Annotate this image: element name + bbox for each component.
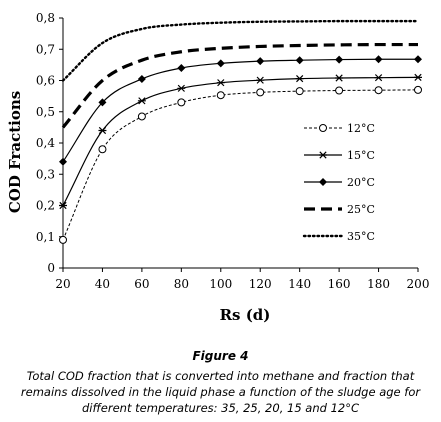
series-35c [61,19,420,82]
x-tick-label: 200 [407,277,430,291]
data-point-15c [374,74,383,82]
series-line-15c [62,76,419,206]
data-point-12c [59,235,67,244]
y-tick-label: 0,4 [36,136,55,150]
legend-item-25c: 25°C [304,203,375,216]
y-tick-label: 0,1 [36,230,55,244]
legend-marker-12c [319,124,327,132]
data-point-15c [98,126,107,135]
series-20c [59,55,422,166]
legend-label-35c: 35°C [347,230,375,243]
data-point-12c [216,91,225,100]
data-point-20c [177,64,186,72]
data-point-12c [98,145,107,154]
legend: 12°C 15°C 20°C 25°C 35°C [302,122,375,243]
y-tick-label: 0,2 [36,199,55,213]
cod-fraction-chart: 0 0,1 0,2 0,3 0,4 0,5 0,6 0,7 0,8 20 40 60 80 100 120… [6,11,429,324]
legend-label-12c: 12°C [347,122,375,135]
data-point-20c [256,57,265,66]
legend-item-35c: 35°C [302,230,375,243]
x-tick-label: 60 [134,277,149,291]
series-25c [61,42,418,129]
x-tick-label: 20 [55,277,70,291]
series-15c [59,73,422,210]
data-point-20c [295,56,304,65]
legend-label-20c: 20°C [347,176,375,189]
data-point-12c [137,112,146,121]
series-line-20c [62,58,418,163]
data-point-12c [177,98,186,107]
y-tick-label: 0 [47,261,55,275]
x-tick-label: 100 [209,277,232,291]
x-axis-title: Rs (d) [220,306,271,324]
data-point-12c [256,88,265,97]
y-tick-label: 0,8 [36,11,55,25]
legend-label-15c: 15°C [347,149,375,162]
data-point-15c [216,79,225,87]
y-tick-label: 0,3 [36,167,55,181]
data-point-12c [414,85,422,94]
data-point-15c [295,75,304,83]
data-point-15c [335,74,344,82]
series-lines [59,19,422,244]
x-tick-label: 140 [288,277,311,291]
data-point-20c [374,55,383,64]
y-tick-label: 0,6 [36,74,55,88]
y-tick-label: 0,7 [36,42,55,56]
y-axis-title: COD Fractions [6,91,24,213]
data-point-15c [414,73,422,81]
series-12c [59,85,422,244]
data-point-12c [374,86,383,95]
x-tick-label: 160 [328,277,351,291]
x-tick-label: 180 [367,277,390,291]
data-point-15c [256,76,265,84]
x-tick-label: 120 [249,277,272,291]
data-point-15c [137,97,146,105]
data-point-20c [98,98,107,107]
legend-marker-20c [319,178,327,186]
data-point-20c [414,55,422,64]
data-point-20c [137,74,146,83]
data-point-20c [59,157,67,166]
legend-label-25c: 25°C [347,203,375,216]
legend-item-12c: 12°C [304,122,375,135]
data-point-15c [59,201,67,210]
series-line-25c [61,42,418,129]
data-point-15c [177,84,186,92]
x-axis-ticks: 20 40 60 80 100 120 140 160 180 200 [55,268,429,291]
series-line-12c [62,89,419,241]
data-point-12c [295,87,304,96]
data-point-20c [335,55,344,64]
legend-item-20c: 20°C [304,176,375,189]
data-point-12c [335,86,344,95]
figure-title: Figure 4 [192,349,249,363]
x-tick-label: 40 [95,277,110,291]
figure-caption: Total COD fraction that is converted int… [20,369,421,415]
x-tick-label: 80 [174,277,189,291]
legend-marker-15c [319,151,327,159]
y-tick-label: 0,5 [36,105,55,119]
series-line-35c [61,19,420,82]
data-point-20c [216,59,225,68]
y-axis-ticks: 0 0,1 0,2 0,3 0,4 0,5 0,6 0,7 0,8 [36,11,63,275]
legend-item-15c: 15°C [304,149,375,162]
